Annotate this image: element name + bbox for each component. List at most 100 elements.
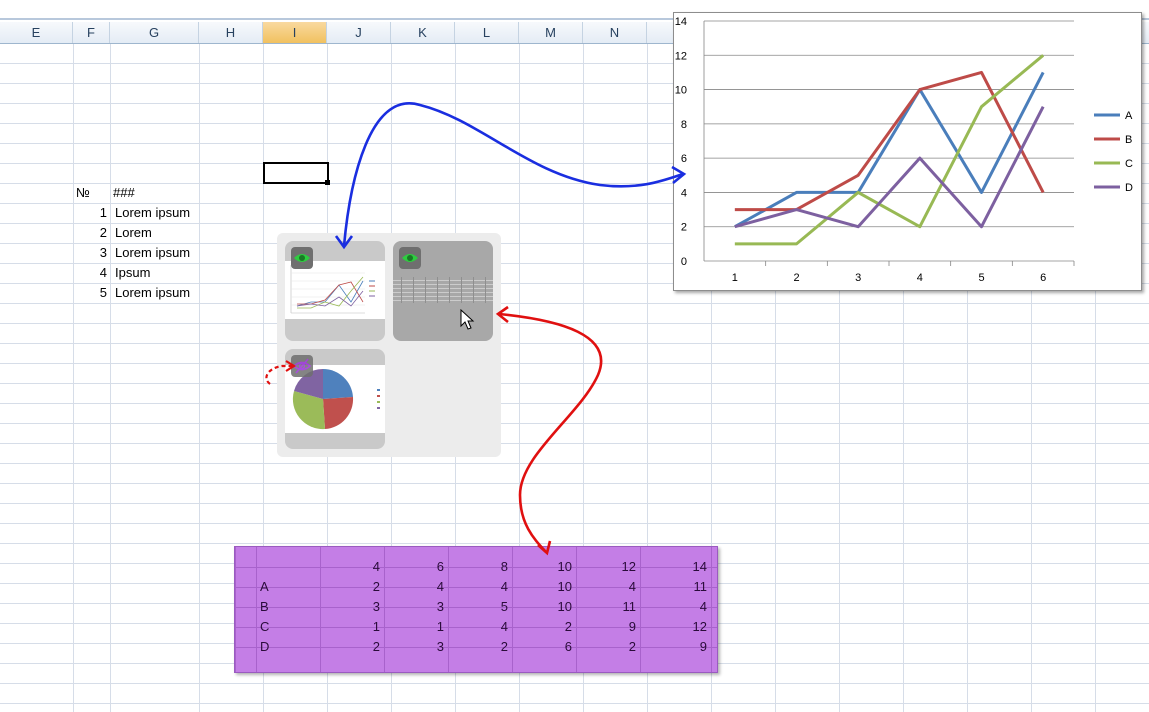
top-strip-border <box>0 18 1149 20</box>
x-tick-label: 3 <box>855 272 861 284</box>
list-row-text[interactable]: Ipsum <box>115 265 151 280</box>
table-thumbnail[interactable] <box>393 241 493 341</box>
column-gridline <box>110 23 111 712</box>
series-line-c <box>734 54 1045 246</box>
table-cell[interactable]: 10 <box>557 559 572 574</box>
column-gridline <box>839 23 840 712</box>
table-gridline <box>235 567 717 568</box>
table-preview <box>393 277 493 303</box>
table-row-label[interactable]: A <box>260 579 269 594</box>
list-row-text[interactable]: Lorem <box>115 225 152 240</box>
table-cell[interactable]: 3 <box>436 639 444 654</box>
line-chart-thumbnail[interactable] <box>285 241 385 341</box>
table-cell[interactable]: 12 <box>621 559 636 574</box>
list-row-text[interactable]: Lorem ipsum <box>115 285 191 300</box>
series-line-b <box>734 70 1045 212</box>
list-row-text[interactable]: Lorem ipsum <box>115 245 191 260</box>
table-row-label[interactable]: B <box>260 599 269 614</box>
table-cell[interactable]: 4 <box>436 579 444 594</box>
table-row-label[interactable]: C <box>260 619 270 634</box>
column-header-m[interactable]: M <box>519 22 583 43</box>
column-gridline <box>647 23 648 712</box>
table-cell[interactable]: 9 <box>628 619 636 634</box>
list-row-number[interactable]: 5 <box>99 285 107 300</box>
table-row-label[interactable]: D <box>260 639 270 654</box>
pie-chart-thumbnail[interactable] <box>285 349 385 449</box>
eye-slash-icon <box>292 358 312 374</box>
column-header-i[interactable]: I <box>263 22 327 43</box>
column-header-j[interactable]: J <box>327 22 391 43</box>
table-cell[interactable]: 10 <box>557 579 572 594</box>
table-row: D 2 3 2 6 2 9 <box>235 637 717 657</box>
chart-data-table[interactable]: 4 6 8 10 12 14 A 2 4 4 10 4 11 B 3 3 5 10 11 4 C 1 1 4 2 9 12 D 2 3 2 6… <box>234 546 718 673</box>
list-row-number[interactable]: 1 <box>99 205 107 220</box>
table-row-label[interactable] <box>256 557 320 577</box>
table-gridline <box>235 547 236 672</box>
list-header-text[interactable]: ### <box>113 185 135 200</box>
table-cell[interactable]: 3 <box>372 599 380 614</box>
y-tick-label: 4 <box>681 187 687 199</box>
x-tick-label: 1 <box>732 272 738 284</box>
toggle-visibility-button[interactable] <box>399 247 421 269</box>
list-row-text[interactable]: Lorem ipsum <box>115 205 191 220</box>
y-tick-label: 8 <box>681 119 687 131</box>
table-cell[interactable]: 10 <box>557 599 572 614</box>
column-gridline <box>1031 23 1032 712</box>
y-tick-label: 2 <box>681 222 687 234</box>
toggle-visibility-button[interactable] <box>291 247 313 269</box>
table-gridline <box>640 547 641 672</box>
table-cell[interactable]: 5 <box>500 599 508 614</box>
table-cell[interactable]: 4 <box>628 579 636 594</box>
selected-cell[interactable] <box>263 162 329 184</box>
series-line-a <box>734 71 1045 229</box>
table-cell[interactable]: 12 <box>692 619 707 634</box>
list-header-number[interactable]: № <box>76 185 90 200</box>
table-cell[interactable]: 11 <box>622 599 637 614</box>
list-row-number[interactable]: 4 <box>99 265 107 280</box>
table-gridline <box>711 547 712 672</box>
y-tick-label: 12 <box>675 50 687 62</box>
table-gridline <box>576 547 577 672</box>
table-cell[interactable]: 1 <box>372 619 380 634</box>
list-row-number[interactable]: 3 <box>99 245 107 260</box>
column-gridline <box>967 23 968 712</box>
table-cell[interactable]: 4 <box>500 619 508 634</box>
table-cell[interactable]: 3 <box>436 599 444 614</box>
legend-label: B <box>1125 134 1132 146</box>
table-row: A 2 4 4 10 4 11 <box>235 577 717 597</box>
column-header-f[interactable]: F <box>73 22 110 43</box>
column-header-e[interactable]: E <box>0 22 73 43</box>
column-header-n[interactable]: N <box>583 22 647 43</box>
table-cell[interactable]: 14 <box>692 559 707 574</box>
column-header-g[interactable]: G <box>110 22 199 43</box>
table-cell[interactable]: 4 <box>699 599 707 614</box>
table-cell[interactable]: 2 <box>372 639 380 654</box>
table-cell[interactable]: 2 <box>372 579 380 594</box>
table-cell[interactable]: 1 <box>436 619 444 634</box>
toggle-visibility-button[interactable] <box>291 355 313 377</box>
eye-icon <box>294 254 310 262</box>
mouse-pointer-icon <box>460 309 475 330</box>
table-cell[interactable]: 6 <box>564 639 572 654</box>
list-row-number[interactable]: 2 <box>99 225 107 240</box>
fill-handle[interactable] <box>325 180 330 185</box>
y-tick-label: 14 <box>675 16 687 28</box>
table-cell[interactable]: 6 <box>436 559 444 574</box>
table-cell[interactable]: 4 <box>500 579 508 594</box>
table-cell[interactable]: 4 <box>372 559 380 574</box>
table-cell[interactable]: 2 <box>564 619 572 634</box>
table-cell[interactable]: 11 <box>693 579 708 594</box>
table-cell[interactable]: 8 <box>500 559 508 574</box>
table-gridline <box>448 547 449 672</box>
column-header-k[interactable]: K <box>391 22 455 43</box>
column-header-h[interactable]: H <box>199 22 263 43</box>
table-cell[interactable]: 9 <box>699 639 707 654</box>
x-tick-label: 4 <box>917 272 923 284</box>
table-cell[interactable]: 2 <box>500 639 508 654</box>
x-tick-label: 6 <box>1040 272 1046 284</box>
table-cell[interactable]: 2 <box>628 639 636 654</box>
column-header-l[interactable]: L <box>455 22 519 43</box>
line-chart[interactable]: 0 2 4 6 8 10 12 14 1 2 3 4 5 6 A B C D <box>673 12 1142 291</box>
y-tick-label: 0 <box>681 256 687 268</box>
line-chart-preview <box>285 261 385 319</box>
